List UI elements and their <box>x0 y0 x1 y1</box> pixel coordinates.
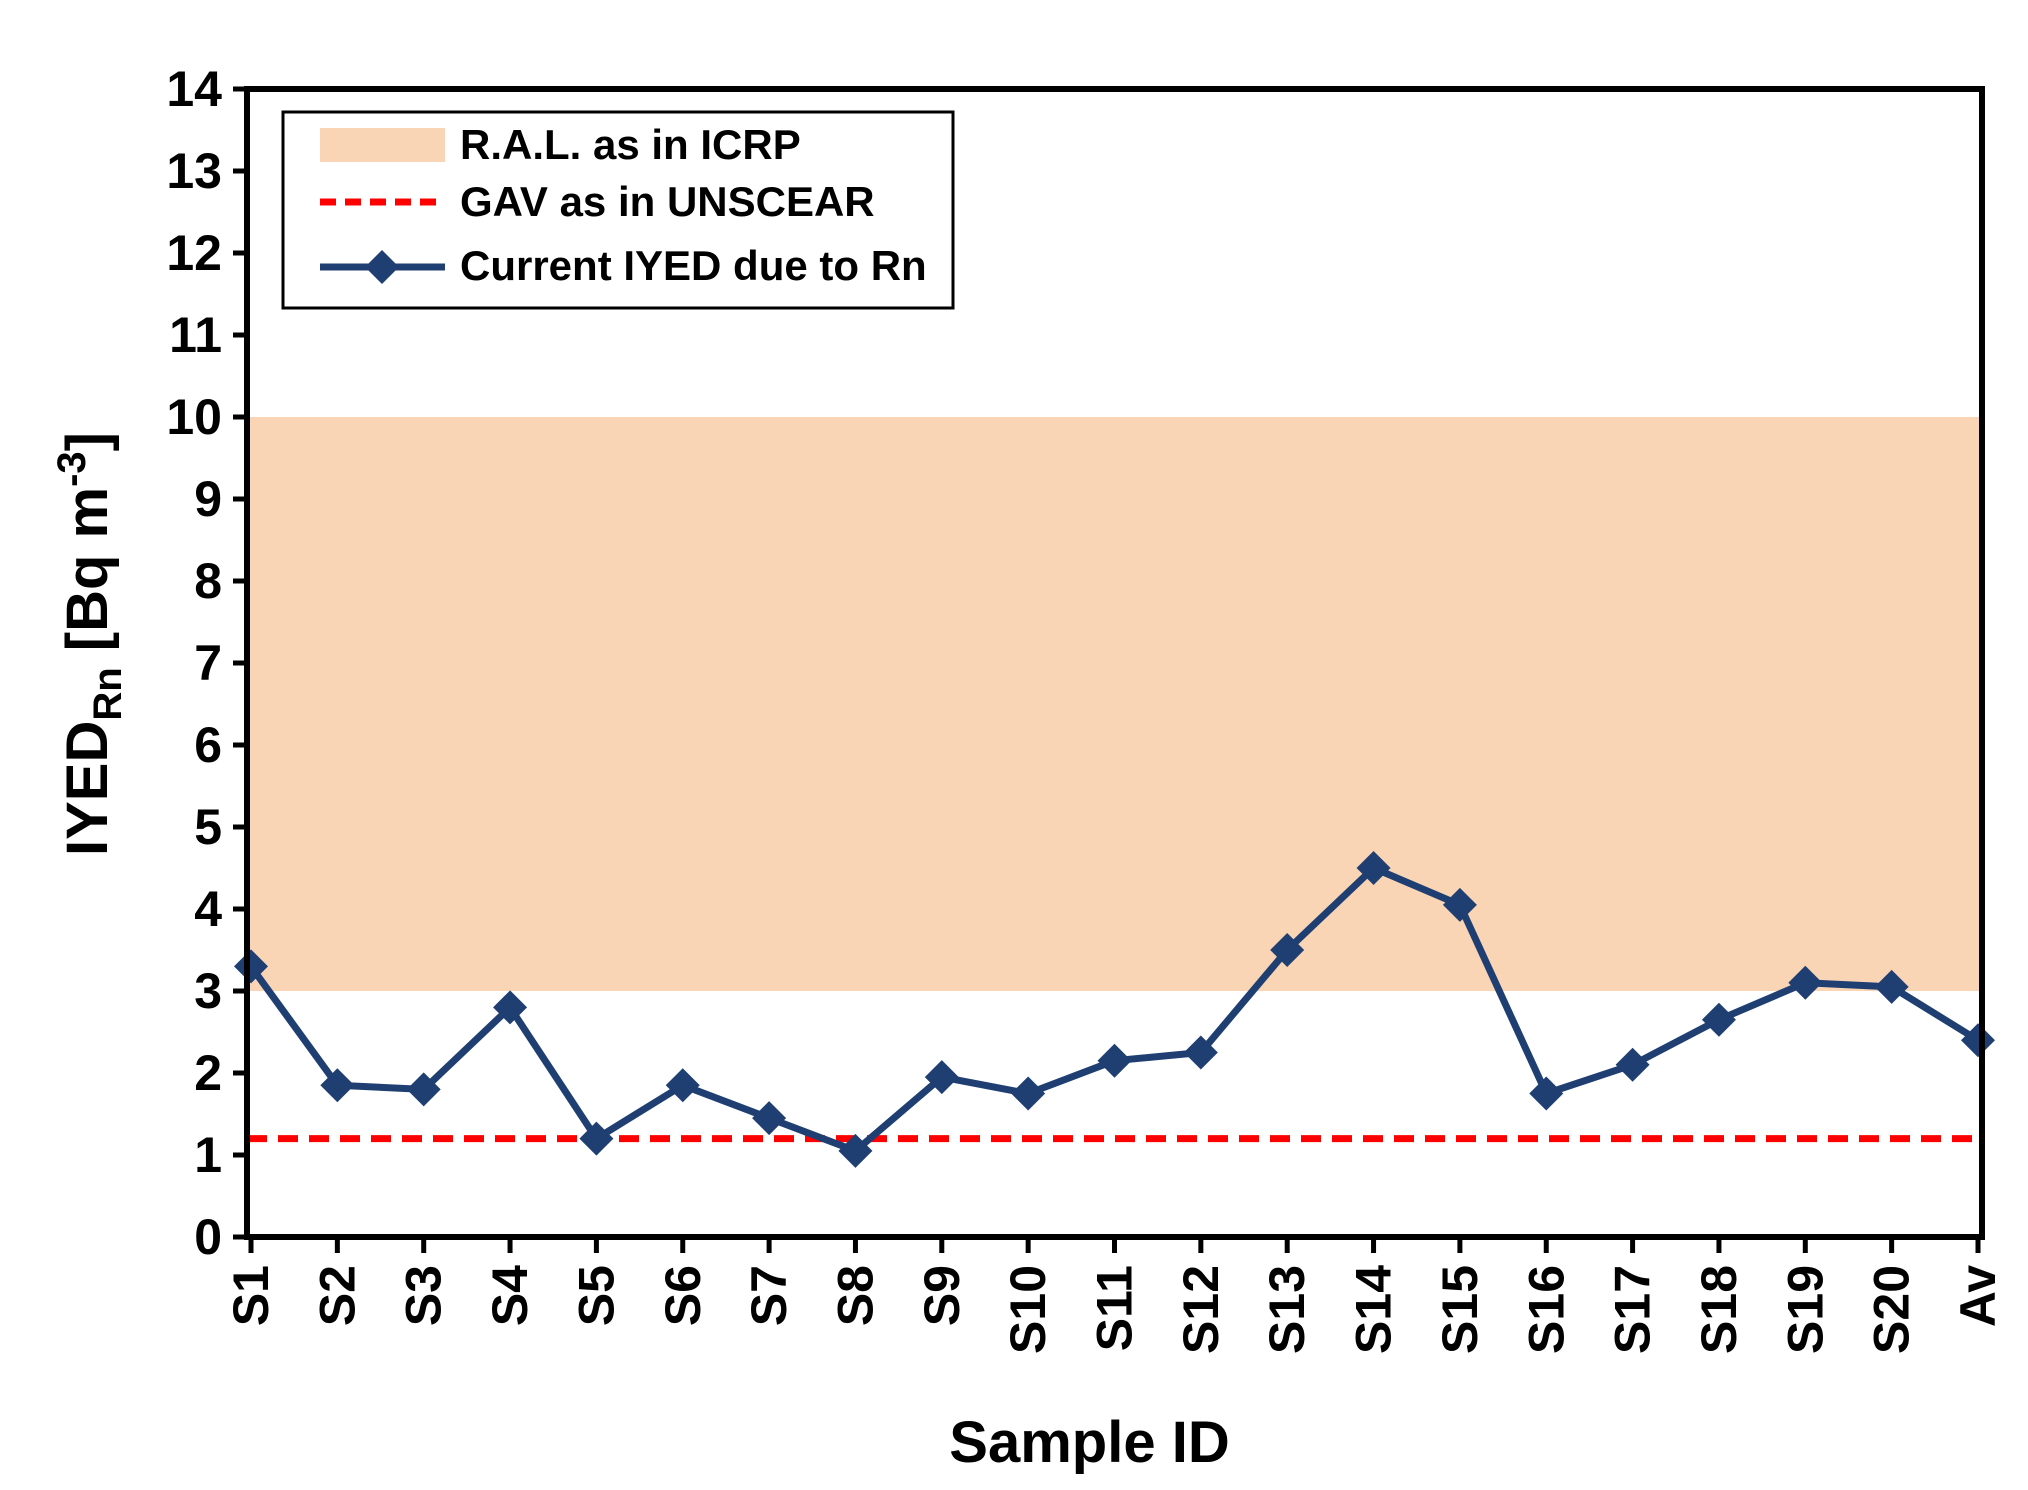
data-point-S4 <box>493 990 528 1025</box>
data-point-S12 <box>1183 1035 1218 1070</box>
x-tick-label: S17 <box>1605 1265 1661 1354</box>
data-point-S1 <box>234 949 268 984</box>
data-point-S6 <box>665 1068 700 1103</box>
data-point-S5 <box>579 1121 614 1156</box>
data-point-S16 <box>1529 1076 1564 1111</box>
x-tick-label: S1 <box>223 1265 279 1326</box>
y-tick-label: 6 <box>194 717 222 773</box>
legend-entry-band: R.A.L. as in ICRP <box>460 121 801 168</box>
series-layer <box>234 851 1995 1168</box>
y-tick-label: 14 <box>166 61 222 117</box>
data-point-S10 <box>1011 1076 1046 1111</box>
x-tick-label: S6 <box>655 1265 711 1326</box>
y-axis-title-main: IYED <box>55 721 120 856</box>
y-axis-title: IYEDRn [Bq m-3] <box>50 432 130 856</box>
x-tick-label: S14 <box>1346 1265 1402 1354</box>
legend-entry-series: Current IYED due to Rn <box>460 242 927 289</box>
x-tick-label: S20 <box>1864 1265 1920 1354</box>
x-tick-label: S5 <box>568 1265 624 1326</box>
y-tick-label: 1 <box>194 1127 222 1183</box>
y-axis-title-superscript: -3 <box>50 451 94 487</box>
x-tick-label: S11 <box>1087 1265 1143 1351</box>
y-axis-title-unit: [Bq m <box>55 487 120 667</box>
y-tick-label: 8 <box>194 553 222 609</box>
y-tick-label: 12 <box>166 225 222 281</box>
x-tick-label: S7 <box>741 1265 797 1326</box>
x-tick-label: S2 <box>309 1265 365 1326</box>
data-point-S3 <box>406 1072 441 1107</box>
data-point-S9 <box>924 1060 959 1095</box>
reference-band-ral <box>247 417 1982 991</box>
data-point-S11 <box>1097 1043 1132 1078</box>
x-tick-label: Av <box>1950 1265 2006 1327</box>
x-tick-label: S4 <box>482 1265 538 1326</box>
data-point-S7 <box>752 1101 787 1136</box>
x-tick-label: S13 <box>1259 1265 1315 1354</box>
x-tick-label: S8 <box>827 1265 883 1326</box>
x-tick-label: S18 <box>1691 1265 1747 1354</box>
y-tick-label: 2 <box>194 1045 222 1101</box>
y-tick-label: 4 <box>194 881 222 937</box>
legend-entry-reference-line: GAV as in UNSCEAR <box>460 178 875 225</box>
x-tick-label: S12 <box>1173 1265 1229 1354</box>
x-tick-label: S9 <box>914 1265 970 1326</box>
data-point-S14 <box>1356 851 1391 885</box>
x-tick-label: S3 <box>396 1265 452 1326</box>
y-tick-label: 10 <box>166 389 222 445</box>
y-tick-label: 0 <box>194 1209 222 1265</box>
y-axis-title-unit-end: ] <box>55 432 120 451</box>
data-point-S20 <box>1874 969 1909 1004</box>
x-tick-label: S15 <box>1432 1265 1488 1354</box>
reference-band-layer <box>247 417 1982 991</box>
x-tick-label: S19 <box>1777 1265 1833 1354</box>
x-axis-title: Sample ID <box>949 1410 1229 1475</box>
x-tick-label: S16 <box>1518 1265 1574 1354</box>
data-point-S17 <box>1615 1047 1650 1082</box>
x-axis: S1 S2 S3 S4 S5 S6 S7 S8 S9 S10 S11 S12 S13 S14 S15 S16 S… <box>223 1237 2006 1354</box>
y-tick-label: 3 <box>194 963 222 1019</box>
x-tick-label: S10 <box>1000 1265 1056 1354</box>
data-point-S15 <box>1442 887 1477 922</box>
y-tick-label: 13 <box>166 143 222 199</box>
data-point-S13 <box>1270 933 1305 967</box>
data-point-Av <box>1961 1023 1995 1058</box>
y-tick-label: 7 <box>194 635 222 691</box>
data-point-S8 <box>838 1133 873 1168</box>
y-tick-label: 11 <box>169 307 222 363</box>
legend: R.A.L. as in ICRP GAV as in UNSCEAR Curr… <box>281 110 955 310</box>
y-tick-label: 9 <box>194 471 222 527</box>
y-tick-label: 5 <box>194 799 222 855</box>
data-point-S2 <box>320 1068 355 1103</box>
legend-swatch-series-marker <box>365 250 399 284</box>
data-point-S19 <box>1788 965 1823 1000</box>
legend-swatch-band <box>320 128 445 162</box>
y-axis-title-subscript: Rn <box>86 667 130 720</box>
data-point-S18 <box>1701 1002 1736 1037</box>
